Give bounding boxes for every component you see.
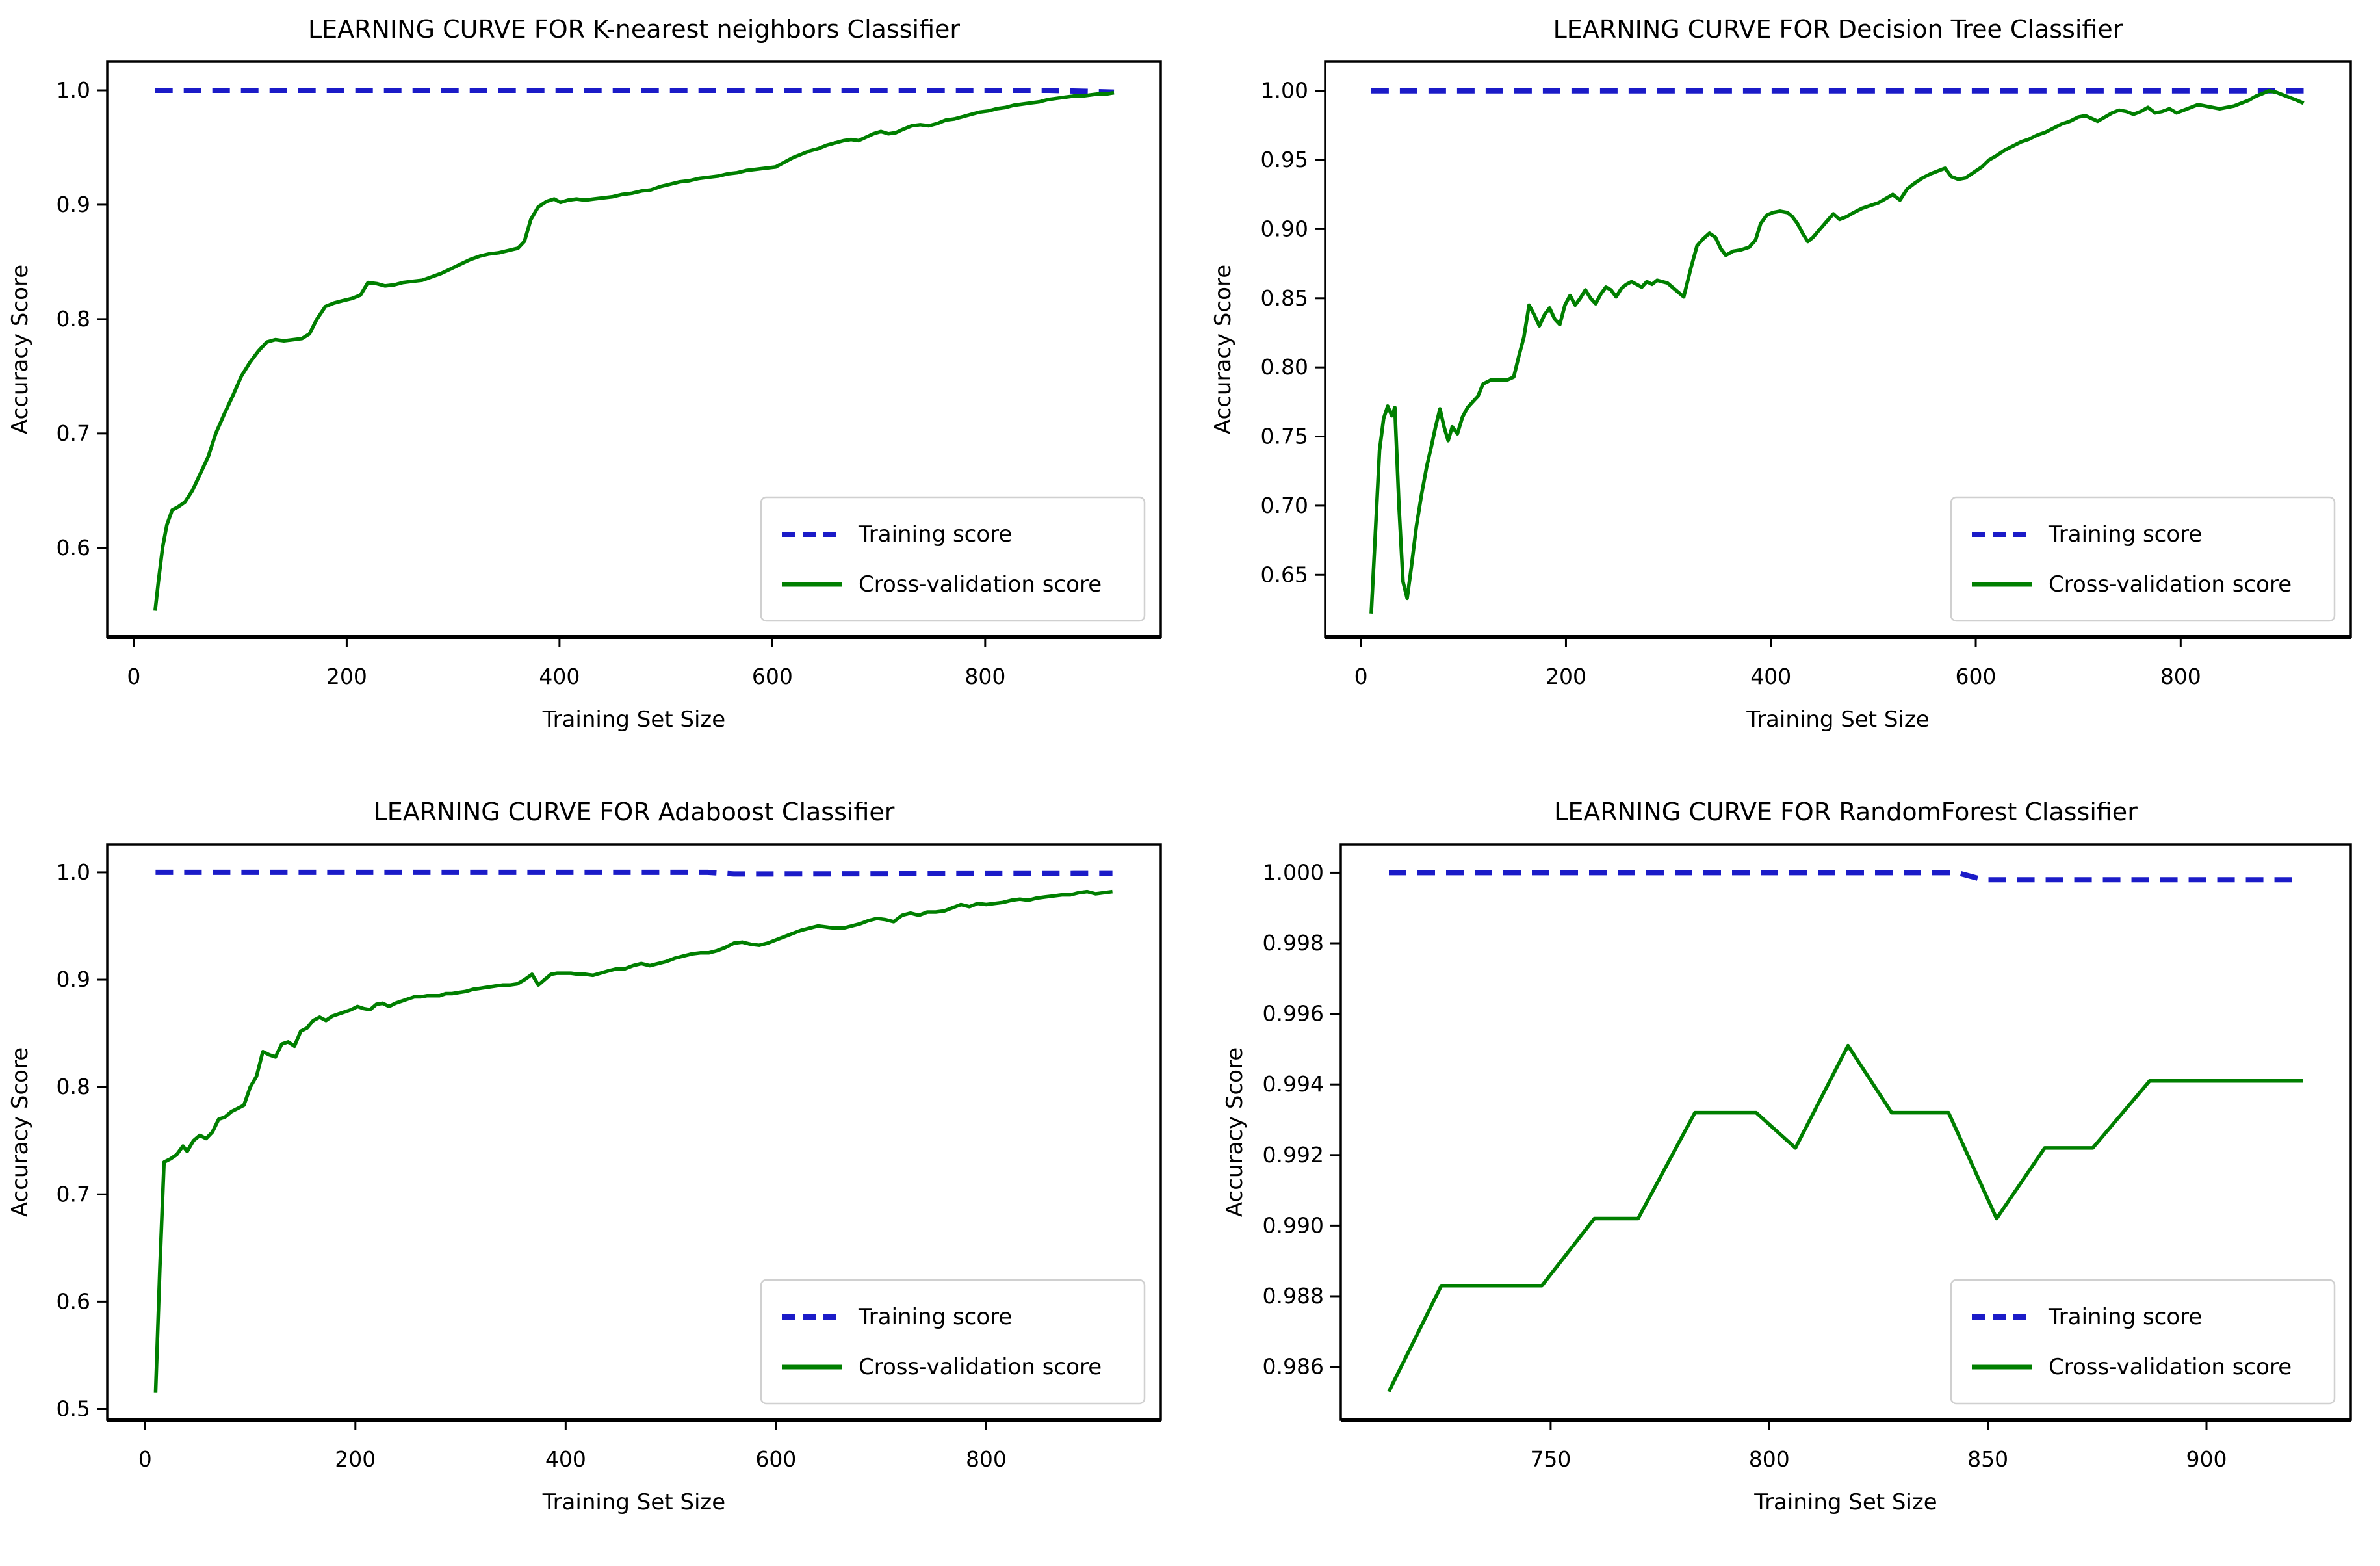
cross-validation-score-line <box>153 889 1113 1393</box>
x-tick-label: 200 <box>335 1446 376 1472</box>
x-tick-label: 750 <box>1530 1446 1571 1472</box>
y-tick-label: 1.0 <box>57 77 90 103</box>
chart-randomforest-classifier: LEARNING CURVE FOR RandomForest Classifi… <box>1190 783 2380 1565</box>
y-tick-label: 1.00 <box>1261 78 1308 103</box>
chart-title: LEARNING CURVE FOR RandomForest Classifi… <box>1554 798 2138 826</box>
x-tick-label: 0 <box>127 664 140 689</box>
x-tick-label: 800 <box>2160 664 2201 689</box>
training-score-line <box>155 88 1115 95</box>
chart-title: LEARNING CURVE FOR Decision Tree Classif… <box>1553 15 2123 44</box>
legend-label: Cross-validation score <box>2049 571 2292 597</box>
x-tick-label: 800 <box>966 1446 1007 1472</box>
legend-label: Training score <box>2048 1304 2202 1330</box>
x-tick-label: 400 <box>545 1446 586 1472</box>
x-tick-label: 0 <box>138 1446 152 1472</box>
training-score-line <box>155 869 1113 877</box>
y-tick-label: 0.986 <box>1263 1354 1324 1379</box>
y-tick-label: 0.75 <box>1261 424 1308 449</box>
cross-validation-score-line <box>153 90 1115 611</box>
legend-box <box>760 1279 1146 1405</box>
y-tick-label: 0.90 <box>1261 216 1308 241</box>
x-tick-label: 900 <box>2186 1446 2227 1472</box>
legend-label: Cross-validation score <box>2049 1354 2292 1380</box>
legend: Training score Cross-validation score <box>1950 496 2336 622</box>
legend-label: Training score <box>858 1304 1012 1330</box>
learning-curve-plot: LEARNING CURVE FOR Decision Tree Classif… <box>1210 15 2352 733</box>
y-tick-label: 0.998 <box>1263 930 1324 956</box>
legend-label: Cross-validation score <box>859 1354 1102 1380</box>
y-tick-label: 0.7 <box>57 421 90 446</box>
y-tick-label: 0.70 <box>1261 493 1308 518</box>
x-tick-label: 850 <box>1967 1446 2008 1472</box>
y-tick-label: 0.80 <box>1261 354 1308 380</box>
learning-curve-plot: LEARNING CURVE FOR K-nearest neighbors C… <box>7 15 1162 733</box>
x-tick-label: 400 <box>1750 664 1791 689</box>
x-axis-label: Training Set Size <box>1746 707 1929 733</box>
chart-title: LEARNING CURVE FOR K-nearest neighbors C… <box>308 15 960 44</box>
y-tick-label: 0.988 <box>1263 1283 1324 1309</box>
y-tick-label: 0.9 <box>57 192 90 217</box>
y-axis-label: Accuracy Score <box>1222 1047 1248 1217</box>
legend-box <box>1950 496 2336 622</box>
y-tick-label: 0.990 <box>1263 1212 1324 1238</box>
y-tick-label: 0.85 <box>1261 285 1308 311</box>
y-tick-label: 0.8 <box>57 306 90 332</box>
y-tick-label: 0.7 <box>57 1181 90 1207</box>
legend-label: Cross-validation score <box>859 571 1102 597</box>
legend: Training score Cross-validation score <box>760 496 1146 622</box>
y-tick-label: 0.95 <box>1261 147 1308 172</box>
y-tick-label: 0.5 <box>57 1396 90 1421</box>
y-axis-label: Accuracy Score <box>7 1047 33 1217</box>
chart-adaboost-classifier: LEARNING CURVE FOR Adaboost Classifier 0 2… <box>0 783 1190 1565</box>
legend: Training score Cross-validation score <box>760 1279 1146 1405</box>
learning-curve-plot: LEARNING CURVE FOR RandomForest Classifi… <box>1222 798 2352 1515</box>
y-tick-label: 0.992 <box>1263 1142 1324 1168</box>
x-axis-label: Training Set Size <box>542 707 725 733</box>
x-tick-label: 800 <box>1749 1446 1790 1472</box>
x-tick-label: 600 <box>752 664 793 689</box>
y-axis-label: Accuracy Score <box>1210 265 1236 434</box>
x-tick-label: 200 <box>1546 664 1586 689</box>
training-score-line <box>1389 870 2303 883</box>
y-tick-label: 0.994 <box>1263 1071 1324 1097</box>
y-tick-label: 0.996 <box>1263 1001 1324 1026</box>
chart-decision-tree-classifier: LEARNING CURVE FOR Decision Tree Classif… <box>1190 0 2380 783</box>
chart-title: LEARNING CURVE FOR Adaboost Classifier <box>374 798 895 826</box>
y-tick-label: 0.6 <box>57 1288 90 1314</box>
x-tick-label: 800 <box>964 664 1005 689</box>
y-tick-label: 1.0 <box>57 859 90 885</box>
x-axis-label: Training Set Size <box>542 1489 725 1515</box>
learning-curve-plot: LEARNING CURVE FOR Adaboost Classifier 0 2… <box>7 798 1162 1515</box>
legend-box <box>1950 1279 2336 1405</box>
legend-label: Training score <box>2048 521 2202 547</box>
y-tick-label: 0.9 <box>57 967 90 992</box>
y-axis-label: Accuracy Score <box>7 265 33 434</box>
y-tick-label: 0.6 <box>57 535 90 560</box>
chart-knn-classifier: LEARNING CURVE FOR K-nearest neighbors C… <box>0 0 1190 783</box>
x-tick-label: 0 <box>1354 664 1368 689</box>
x-axis-label: Training Set Size <box>1753 1489 1937 1515</box>
y-tick-label: 0.8 <box>57 1074 90 1099</box>
y-tick-label: 0.65 <box>1261 562 1308 587</box>
x-tick-label: 400 <box>539 664 580 689</box>
cross-validation-score-line <box>1369 88 2305 614</box>
x-tick-label: 600 <box>1956 664 1997 689</box>
cross-validation-score-line <box>1387 1043 2303 1392</box>
legend-box <box>760 496 1146 622</box>
y-tick-label: 1.000 <box>1263 859 1324 885</box>
legend: Training score Cross-validation score <box>1950 1279 2336 1405</box>
x-tick-label: 200 <box>326 664 367 689</box>
x-tick-label: 600 <box>755 1446 796 1472</box>
legend-label: Training score <box>858 521 1012 547</box>
